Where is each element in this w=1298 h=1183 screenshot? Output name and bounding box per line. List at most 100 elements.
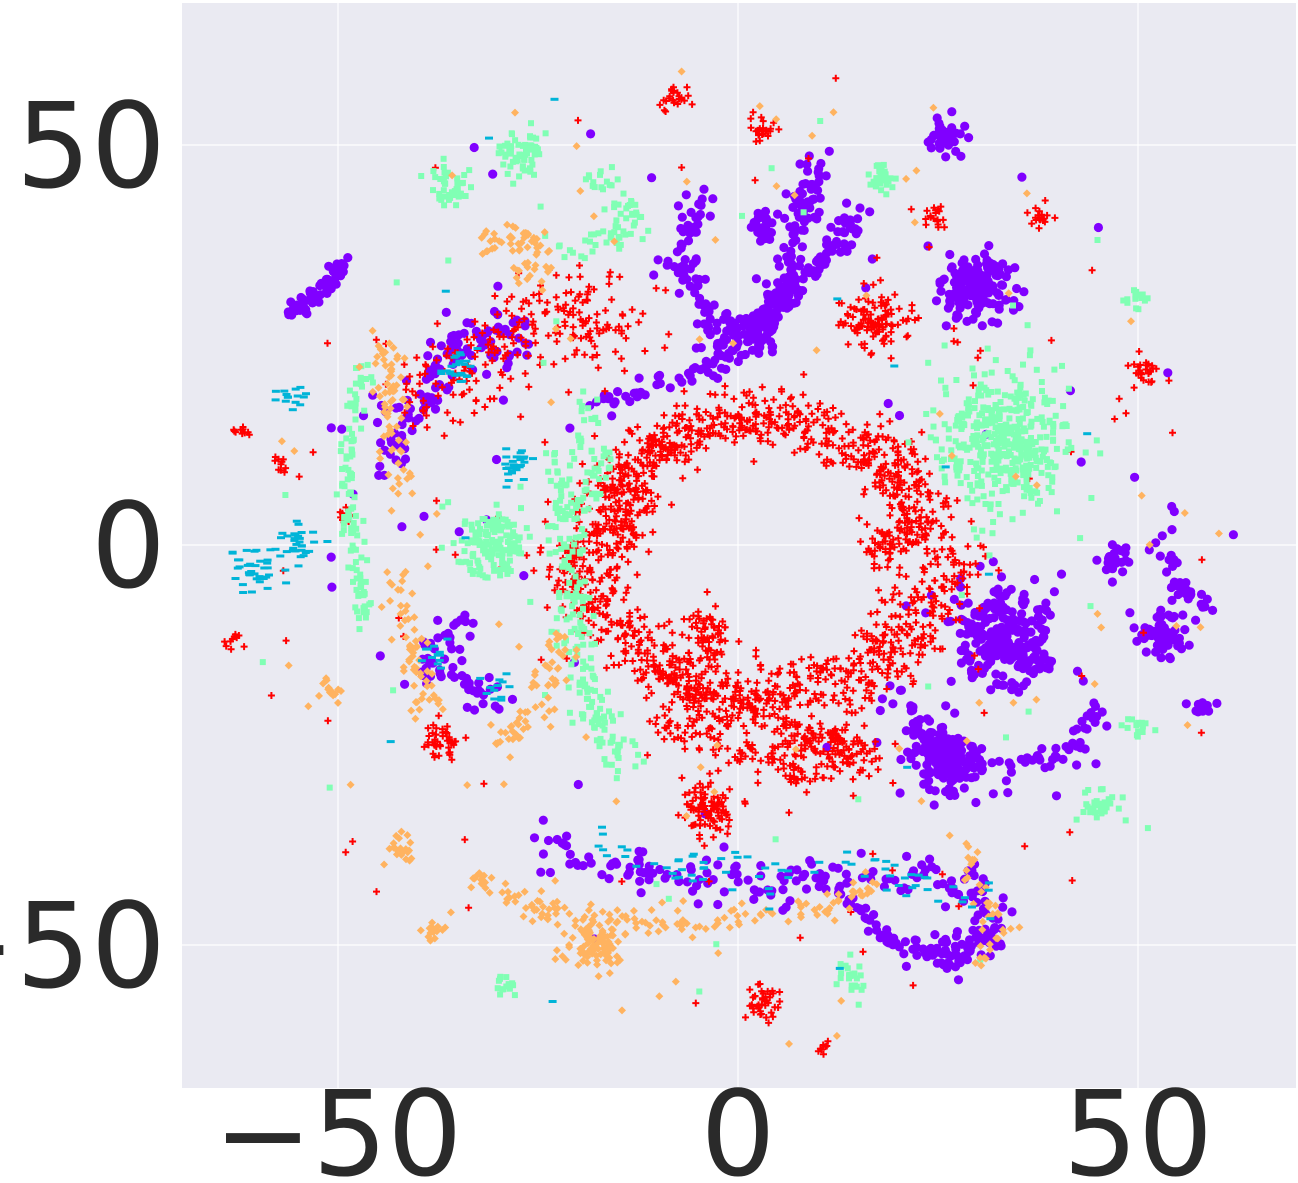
data-point [686,207,696,217]
data-point [521,167,528,174]
data-point [1044,401,1051,407]
data-point [1062,448,1069,455]
data-point [960,646,970,656]
data-point [994,388,1001,395]
data-point [940,945,951,955]
data-point [1013,407,1020,414]
data-point [490,701,500,711]
data-point [565,859,575,869]
data-point [1093,437,1100,444]
data-point [440,155,447,162]
data-point [562,831,572,841]
data-point [1174,638,1184,648]
data-point [1008,480,1015,487]
data-point [488,556,495,563]
data-point [518,505,524,512]
data-point [483,522,490,529]
data-point [948,447,955,454]
data-point [979,249,990,259]
data-point [1040,653,1050,664]
data-point [712,318,722,328]
data-point [1012,283,1022,294]
data-point [976,604,983,612]
data-point [441,169,448,176]
data-point [942,963,952,974]
data-point [890,875,900,885]
data-point [1093,222,1103,233]
data-point [953,733,963,744]
data-point [790,413,798,421]
data-point [1022,677,1032,687]
data-point [555,577,563,585]
data-point [935,735,945,746]
data-point [993,318,1003,328]
data-point [906,754,916,764]
data-point [289,303,299,313]
data-point [702,868,712,878]
data-point [971,797,981,808]
data-point [977,668,988,679]
data-point [968,925,978,935]
data-point [894,410,905,421]
data-point [989,530,996,537]
data-point [988,369,995,376]
data-point [935,121,945,131]
data-point [973,534,980,541]
data-point [842,420,850,428]
data-point [491,454,502,465]
data-point [938,377,944,384]
data-point [957,444,963,451]
data-point [662,260,672,270]
data-point [856,848,866,858]
data-point [994,304,1004,314]
data-point [943,303,954,313]
data-point [883,398,893,409]
data-point [1006,415,1013,422]
data-point [1026,352,1033,359]
data-point [508,130,515,137]
data-point [521,156,528,163]
data-point [819,664,827,672]
data-point [972,398,978,405]
data-point [1020,757,1030,767]
data-point [978,482,985,489]
data-point [962,316,972,326]
data-point [997,280,1007,290]
data-point [443,628,453,639]
data-point [469,526,475,533]
data-point [694,466,701,474]
data-point [1035,604,1045,615]
data-point [943,139,953,149]
data-point [700,274,710,284]
data-point [1052,463,1059,470]
data-point [510,180,517,187]
data-point [833,863,843,873]
data-point [455,644,465,655]
data-point [1006,761,1016,771]
data-point [624,451,632,459]
data-point [998,902,1008,912]
data-point [461,520,468,527]
data-point [1141,647,1151,657]
data-point [419,511,429,521]
data-point [963,474,970,481]
data-point [835,247,846,257]
data-point [482,369,492,379]
data-point [1011,423,1018,430]
data-point [1001,437,1008,444]
data-point [560,840,570,850]
data-point [445,499,452,506]
data-point [772,304,783,314]
data-point [789,228,799,238]
data-point [1191,615,1201,625]
data-point [701,299,711,309]
data-point [576,568,584,575]
data-point [1075,737,1085,748]
data-point [1021,493,1028,500]
data-point [996,511,1003,518]
data-point [854,446,862,454]
data-point [996,406,1003,413]
data-point [780,213,790,223]
data-point [984,442,990,449]
data-point [691,274,701,284]
